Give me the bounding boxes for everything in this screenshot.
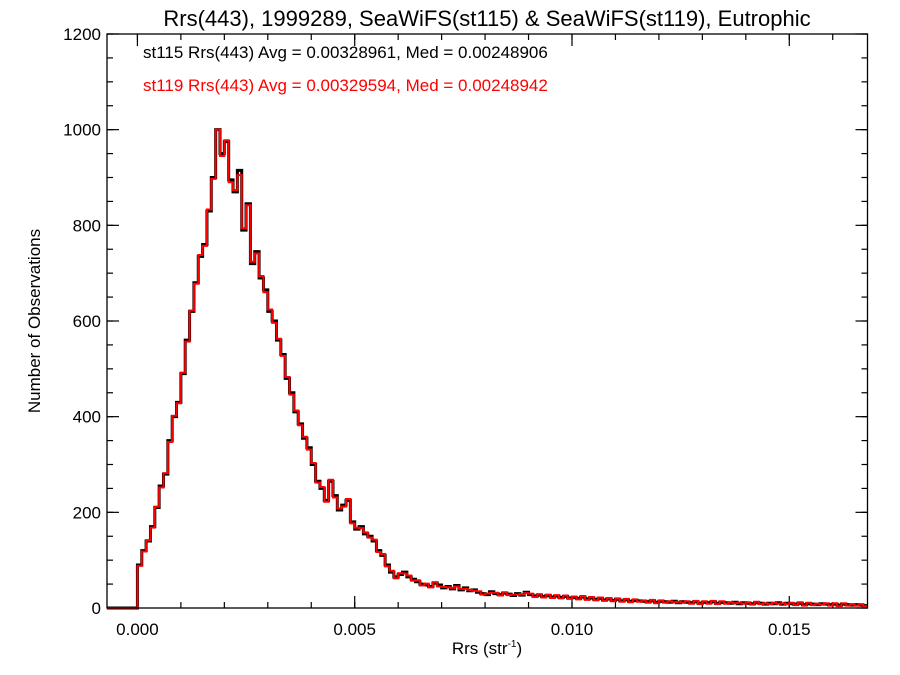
legend-st119: st119 Rrs(443) Avg = 0.00329594, Med = 0… [143,76,548,95]
y-axis-label: Number of Observations [25,229,44,413]
y-tick-label: 400 [73,408,101,427]
x-axis-label-main: Rrs (str [452,639,508,658]
x-tick-label: 0.015 [768,620,811,639]
x-axis-label-close: ) [516,639,522,658]
y-tick-label: 800 [73,216,101,235]
series-group [107,128,868,610]
y-tick-label: 600 [73,312,101,331]
axis-ticks: 0.000 0.005 0.010 0.015 0 200 400 600 800 1000 120… [63,25,868,639]
x-axis-label-sup: -1 [508,639,517,650]
y-tick-label: 1000 [63,121,101,140]
plot-frame [106,33,869,609]
chart-title: Rrs(443), 1999289, SeaWiFS(st115) & SeaW… [163,6,810,31]
x-tick-label: 0.010 [551,620,594,639]
y-tick-label: 1200 [63,25,101,44]
x-axis-label: Rrs (str-1) [452,639,522,658]
series-st119-histogram [107,128,868,609]
series-st115-histogram [107,128,868,610]
x-tick-label: 0.000 [116,620,159,639]
legend-st115: st115 Rrs(443) Avg = 0.00328961, Med = 0… [143,43,548,62]
x-tick-label: 0.005 [333,620,376,639]
y-tick-label: 0 [92,599,101,618]
y-tick-label: 200 [73,503,101,522]
